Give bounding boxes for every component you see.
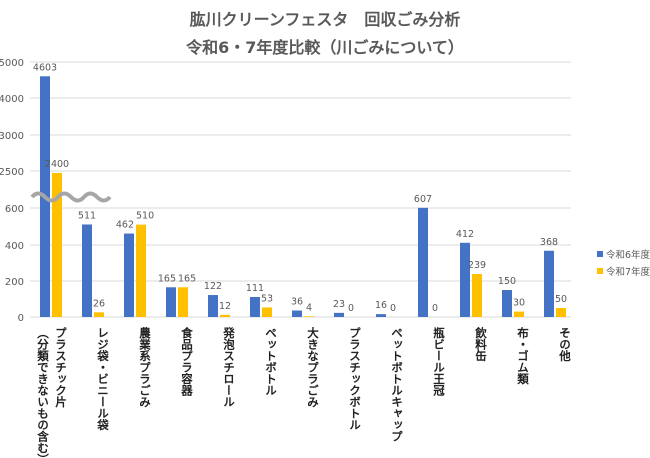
data-label: 12 <box>219 301 231 312</box>
data-label: 368 <box>540 237 558 248</box>
y-tick-label: 3000 <box>0 131 24 142</box>
data-label: 26 <box>93 298 105 309</box>
bar <box>208 295 218 317</box>
x-tick-label: 農業系プラごみ <box>138 326 152 408</box>
bar <box>250 297 260 317</box>
axis-break-icon <box>30 191 112 203</box>
bar <box>376 314 386 317</box>
data-label: 4603 <box>33 62 57 73</box>
bar <box>334 312 344 317</box>
y-tick-label: 5000 <box>0 58 24 69</box>
data-label: 510 <box>136 211 154 222</box>
x-tick-label: レジ袋・ビニール袋 <box>96 327 110 431</box>
data-label: 4 <box>306 302 312 313</box>
legend-label: 令和6年度 <box>606 249 650 261</box>
chart-subtitle: 令和6・7年度比較（川ごみについて） <box>186 38 464 57</box>
data-label: 2400 <box>45 159 69 170</box>
x-tick-label: 大きなプラごみ <box>306 326 320 408</box>
data-label: 53 <box>261 293 273 304</box>
x-tick-label: ペットボトル <box>264 327 278 396</box>
data-label: 23 <box>333 299 345 310</box>
x-tick-label: 瓶ビール王冠 <box>432 326 446 397</box>
bar <box>262 307 272 317</box>
data-label: 165 <box>158 273 176 284</box>
data-label: 607 <box>414 194 432 205</box>
legend-swatch <box>597 251 603 257</box>
data-label: 511 <box>78 210 96 221</box>
chart-title: 肱川クリーンフェスタ 回収ごみ分析 <box>189 10 461 29</box>
data-label: 50 <box>555 294 567 305</box>
y-tick-label: 0 <box>18 313 24 324</box>
data-label: 462 <box>116 220 134 231</box>
x-tick-label: その他 <box>558 327 572 362</box>
data-label: 165 <box>178 273 196 284</box>
data-label: 412 <box>456 229 474 240</box>
data-label: 239 <box>468 260 486 271</box>
bar <box>556 308 566 317</box>
data-label: 30 <box>513 298 525 309</box>
bar <box>304 316 314 317</box>
data-label: 0 <box>432 303 438 314</box>
data-label: 0 <box>348 303 354 314</box>
bar <box>166 287 176 317</box>
data-label: 0 <box>390 303 396 314</box>
bar <box>52 172 62 317</box>
bar <box>544 250 554 317</box>
x-tick-label: 飲料缶 <box>474 326 488 361</box>
data-label: 36 <box>291 297 303 308</box>
bar <box>502 290 512 317</box>
bar <box>418 207 428 317</box>
bar <box>514 311 524 317</box>
x-tick-label: 発泡スチロール <box>222 326 236 407</box>
legend-swatch <box>597 268 603 274</box>
data-label: 122 <box>204 281 222 292</box>
x-tick-label: （分類できないもの含む） <box>36 327 50 458</box>
y-tick-label: 200 <box>5 277 24 288</box>
y-tick-label: 4000 <box>0 94 24 105</box>
bar <box>178 287 188 317</box>
y-tick-label: 400 <box>5 241 24 252</box>
data-label: 16 <box>375 300 387 311</box>
x-tick-label: 食品プラ容器 <box>180 326 194 397</box>
legend-label: 令和7年度 <box>606 266 650 278</box>
bar <box>472 273 482 317</box>
bar <box>124 233 134 317</box>
bar <box>136 224 146 317</box>
x-tick-label: 布・ゴム類 <box>516 326 530 385</box>
y-tick-label: 600 <box>5 204 24 215</box>
bar <box>292 310 302 317</box>
bar <box>220 314 230 317</box>
bar <box>460 242 470 317</box>
data-label: 150 <box>498 276 516 287</box>
x-tick-label: プラスチックボトル <box>348 327 362 431</box>
x-tick-label: プラスチック片 <box>54 327 68 408</box>
bar <box>94 312 104 317</box>
y-tick-label: 2500 <box>0 167 24 178</box>
data-label: 111 <box>246 283 264 294</box>
bar <box>82 224 92 317</box>
x-tick-label: ペットボトルキャップ <box>390 327 404 442</box>
